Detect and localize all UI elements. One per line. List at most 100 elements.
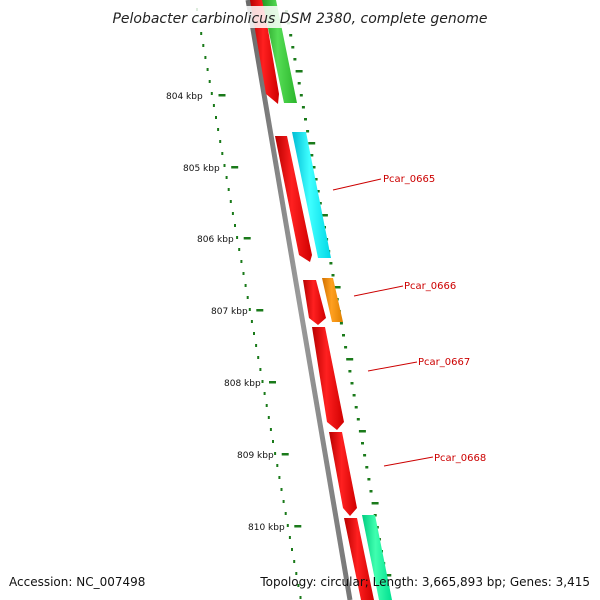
outer-tick	[369, 490, 373, 493]
outer-tick	[358, 430, 366, 433]
major-tick	[231, 166, 239, 169]
outer-tick	[344, 346, 348, 349]
outer-tick	[320, 214, 328, 217]
ruler-dot	[282, 500, 285, 503]
ruler-dot	[257, 356, 260, 359]
ruler-dot	[259, 368, 262, 371]
ruler-dot	[221, 152, 224, 155]
outer-tick	[293, 58, 297, 61]
ruler-dot	[200, 32, 203, 35]
ruler-dot	[212, 104, 215, 107]
ruler-dot	[225, 176, 228, 179]
accession-text: Accession: NC_007498	[9, 575, 145, 589]
ruler-dot	[240, 260, 243, 263]
gene-features	[262, 0, 392, 600]
outer-tick	[306, 130, 310, 133]
outer-tick	[318, 202, 322, 205]
ruler-dot	[234, 224, 236, 227]
outer-tick	[331, 274, 335, 277]
tick-label-807: 807 kbp	[211, 307, 248, 317]
outer-tick	[301, 106, 305, 109]
cds-red-2	[275, 136, 312, 262]
ruler-dot	[250, 320, 253, 323]
ruler-dot	[244, 284, 247, 287]
title-backdrop	[112, 6, 490, 28]
outer-tick	[312, 166, 316, 169]
ruler-dot	[293, 560, 296, 563]
gene-label-pcar-0668[interactable]: Pcar_0668	[434, 453, 486, 464]
ruler-dot	[291, 548, 293, 551]
major-tick	[269, 381, 276, 384]
ruler-dot	[206, 68, 209, 71]
ruler-dot	[267, 416, 270, 419]
outer-tick	[304, 118, 307, 121]
ruler-dot	[204, 56, 207, 59]
tick-label-808: 808 kbp	[224, 379, 261, 389]
ruler-dot	[261, 380, 264, 383]
tick-label-809: 809 kbp	[237, 451, 274, 461]
ruler-dot	[202, 44, 205, 47]
ruler-dot	[229, 200, 232, 203]
outer-tick	[363, 454, 367, 457]
outer-tick	[361, 442, 364, 445]
cds-red-4	[312, 327, 344, 430]
outer-tick	[350, 382, 354, 385]
outer-tick	[371, 502, 379, 505]
outer-tick	[346, 358, 354, 361]
outer-tick	[352, 394, 356, 397]
cds-features	[250, 0, 374, 600]
ruler-dot	[217, 128, 220, 131]
outer-tick	[348, 370, 352, 373]
tick-marks	[218, 94, 302, 528]
gene-label-pcar-0667[interactable]: Pcar_0667	[418, 357, 470, 368]
ruler-dot	[246, 296, 249, 299]
outer-tick	[314, 178, 318, 181]
outer-tick	[365, 466, 369, 469]
outer-tick	[299, 94, 303, 97]
outer-tick	[354, 406, 358, 409]
outer-tick	[356, 418, 360, 421]
ruler-dot	[248, 308, 251, 311]
gene-pcar-0665-bar	[292, 132, 331, 258]
major-tick	[218, 94, 226, 97]
ruler-dot	[242, 272, 245, 275]
ruler-dot	[215, 116, 217, 119]
major-tick	[243, 237, 251, 240]
outer-tick	[329, 262, 333, 265]
outer-tick	[333, 286, 341, 289]
outer-tick	[291, 46, 295, 49]
outer-tick	[367, 478, 371, 481]
gene-label-pcar-0666[interactable]: Pcar_0666	[404, 281, 456, 292]
major-tick	[294, 525, 302, 528]
ruler-dot	[227, 188, 230, 191]
ruler-dot	[274, 452, 277, 455]
gene-label-lines	[332, 178, 434, 467]
ruler-dot	[295, 572, 298, 575]
gene-label-pcar-0665[interactable]: Pcar_0665	[383, 174, 435, 185]
ruler-dot	[219, 140, 222, 143]
ruler-dot	[299, 596, 302, 599]
ruler-dot	[278, 476, 281, 479]
ruler-dot	[231, 212, 234, 215]
ruler-dot	[263, 392, 266, 395]
ruler-dot	[238, 248, 241, 251]
outer-tick	[310, 154, 314, 157]
major-tick	[256, 309, 264, 312]
ruler-dot	[276, 464, 279, 467]
ruler-dot	[269, 428, 272, 431]
outer-tick	[308, 142, 316, 145]
tick-label-804: 804 kbp	[166, 92, 203, 102]
tick-dots	[196, 8, 302, 599]
cds-red-5	[329, 432, 357, 516]
outer-tick	[316, 190, 320, 193]
genome-summary-text: Topology: circular; Length: 3,665,893 bp…	[259, 575, 590, 589]
tick-label-805: 805 kbp	[183, 164, 220, 174]
outer-tick	[297, 82, 301, 85]
map-title: Pelobacter carbinolicus DSM 2380, comple…	[112, 11, 487, 27]
major-tick	[281, 453, 289, 456]
ruler-dot	[208, 80, 211, 83]
ruler-dot	[265, 404, 268, 407]
ruler-dot	[210, 92, 213, 95]
ruler-dot	[286, 524, 289, 527]
